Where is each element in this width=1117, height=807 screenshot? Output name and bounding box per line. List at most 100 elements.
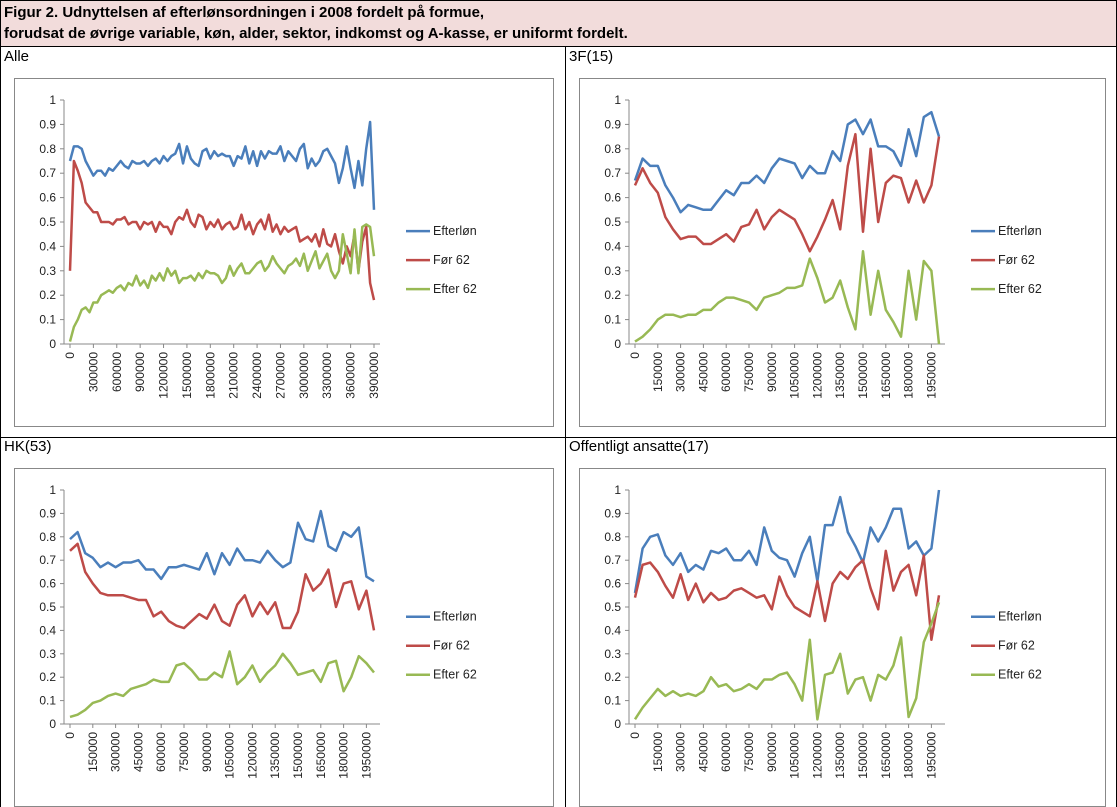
x-tick-label: 2400000 — [250, 352, 264, 399]
x-tick-label: 1500000 — [291, 732, 305, 779]
series-line — [68, 120, 376, 210]
x-tick-label: 150000 — [651, 352, 665, 392]
y-tick-label: 0.2 — [39, 670, 56, 684]
series-line — [69, 509, 375, 583]
legend-label: Efterløn — [433, 224, 477, 238]
x-tick-label: 1950000 — [924, 352, 938, 399]
y-tick-label: 0.9 — [39, 117, 56, 131]
x-tick-label: 900000 — [765, 732, 779, 772]
chart-frame — [579, 468, 1106, 807]
y-tick-label: 0.3 — [39, 647, 56, 661]
x-tick-label: 1350000 — [833, 732, 847, 779]
x-tick-label: 3600000 — [344, 352, 358, 399]
x-tick-label: 3300000 — [320, 352, 334, 399]
x-tick-label: 0 — [63, 732, 77, 739]
y-tick-label: 0.1 — [39, 694, 56, 708]
y-tick-label: 0.5 — [39, 215, 56, 229]
x-tick-label: 1500000 — [856, 352, 870, 399]
x-tick-label: 1800000 — [902, 732, 916, 779]
panel-title: HK(53) — [4, 438, 52, 455]
x-tick-label: 300000 — [674, 352, 688, 392]
y-tick-label: 0.5 — [39, 600, 56, 614]
y-tick-label: 0.2 — [39, 288, 56, 302]
panel-title: Alle — [4, 48, 29, 65]
y-tick-label: 0.6 — [604, 577, 621, 591]
x-tick-label: 450000 — [696, 732, 710, 772]
y-tick-label: 0.4 — [604, 623, 621, 637]
x-tick-label: 3900000 — [367, 352, 381, 399]
y-tick-label: 1 — [49, 483, 56, 497]
x-tick-label: 900000 — [200, 732, 214, 772]
series-line — [633, 110, 941, 214]
x-tick-label: 2700000 — [273, 352, 287, 399]
x-tick-label: 1200000 — [810, 732, 824, 779]
y-tick-label: 0.8 — [604, 530, 621, 544]
x-tick-label: 1050000 — [223, 732, 237, 779]
y-tick-label: 0.1 — [604, 313, 621, 327]
series-line — [68, 159, 376, 301]
y-tick-label: 0.5 — [604, 600, 621, 614]
x-tick-label: 2100000 — [227, 352, 241, 399]
x-tick-label: 750000 — [742, 732, 756, 772]
x-tick-label: 600000 — [154, 732, 168, 772]
legend-label: Efter 62 — [433, 282, 477, 296]
x-tick-label: 1950000 — [359, 732, 373, 779]
y-tick-label: 0.9 — [39, 506, 56, 520]
x-tick-label: 1650000 — [879, 352, 893, 399]
legend-label: Efterløn — [998, 224, 1042, 238]
y-tick-label: 0 — [614, 337, 621, 351]
series-line — [633, 601, 941, 721]
x-tick-label: 1050000 — [788, 732, 802, 779]
series-line — [68, 223, 376, 342]
y-tick-label: 0.8 — [39, 530, 56, 544]
y-tick-label: 0.8 — [604, 142, 621, 156]
y-tick-label: 0.1 — [39, 313, 56, 327]
y-tick-label: 0.7 — [39, 166, 56, 180]
legend-label: Før 62 — [433, 253, 470, 267]
x-tick-label: 900000 — [765, 352, 779, 392]
x-tick-label: 1650000 — [314, 732, 328, 779]
y-tick-label: 0.5 — [604, 215, 621, 229]
x-tick-label: 600000 — [719, 732, 733, 772]
chart-frame — [14, 468, 554, 807]
x-tick-label: 1500000 — [180, 352, 194, 399]
y-tick-label: 0.1 — [604, 694, 621, 708]
x-tick-label: 1800000 — [203, 352, 217, 399]
x-tick-label: 150000 — [86, 732, 100, 772]
x-tick-label: 450000 — [696, 352, 710, 392]
legend-label: Efter 62 — [998, 668, 1042, 682]
x-tick-label: 600000 — [110, 352, 124, 392]
x-tick-label: 1500000 — [856, 732, 870, 779]
x-tick-label: 0 — [63, 352, 77, 359]
header-band — [0, 0, 1117, 47]
y-tick-label: 1 — [614, 93, 621, 107]
x-tick-label: 300000 — [109, 732, 123, 772]
x-tick-label: 750000 — [177, 732, 191, 772]
panel-title: Offentligt ansatte(17) — [569, 438, 709, 455]
x-tick-label: 1800000 — [337, 732, 351, 779]
x-tick-label: 450000 — [131, 732, 145, 772]
y-tick-label: 0 — [614, 717, 621, 731]
x-tick-label: 600000 — [719, 352, 733, 392]
x-tick-label: 1200000 — [810, 352, 824, 399]
legend-label: Efterløn — [998, 610, 1042, 624]
legend-label: Efter 62 — [998, 282, 1042, 296]
x-tick-label: 0 — [628, 732, 642, 739]
series-line — [633, 549, 941, 642]
y-tick-label: 0.3 — [604, 264, 621, 278]
x-tick-label: 1350000 — [833, 352, 847, 399]
y-tick-label: 0.7 — [604, 166, 621, 180]
series-line — [69, 542, 376, 631]
chart-frame — [579, 78, 1106, 427]
x-tick-label: 1950000 — [924, 732, 938, 779]
x-tick-label: 3000000 — [297, 352, 311, 399]
y-tick-label: 0.4 — [39, 239, 56, 253]
x-tick-label: 1200000 — [245, 732, 259, 779]
y-tick-label: 0.7 — [39, 553, 56, 567]
x-tick-label: 1050000 — [788, 352, 802, 399]
chart-frame — [14, 78, 554, 427]
y-tick-label: 0.4 — [39, 623, 56, 637]
header-title: Figur 2. Udnyttelsen af efterlønsordning… — [4, 4, 484, 21]
legend-label: Før 62 — [433, 639, 470, 653]
y-tick-label: 0.9 — [604, 117, 621, 131]
